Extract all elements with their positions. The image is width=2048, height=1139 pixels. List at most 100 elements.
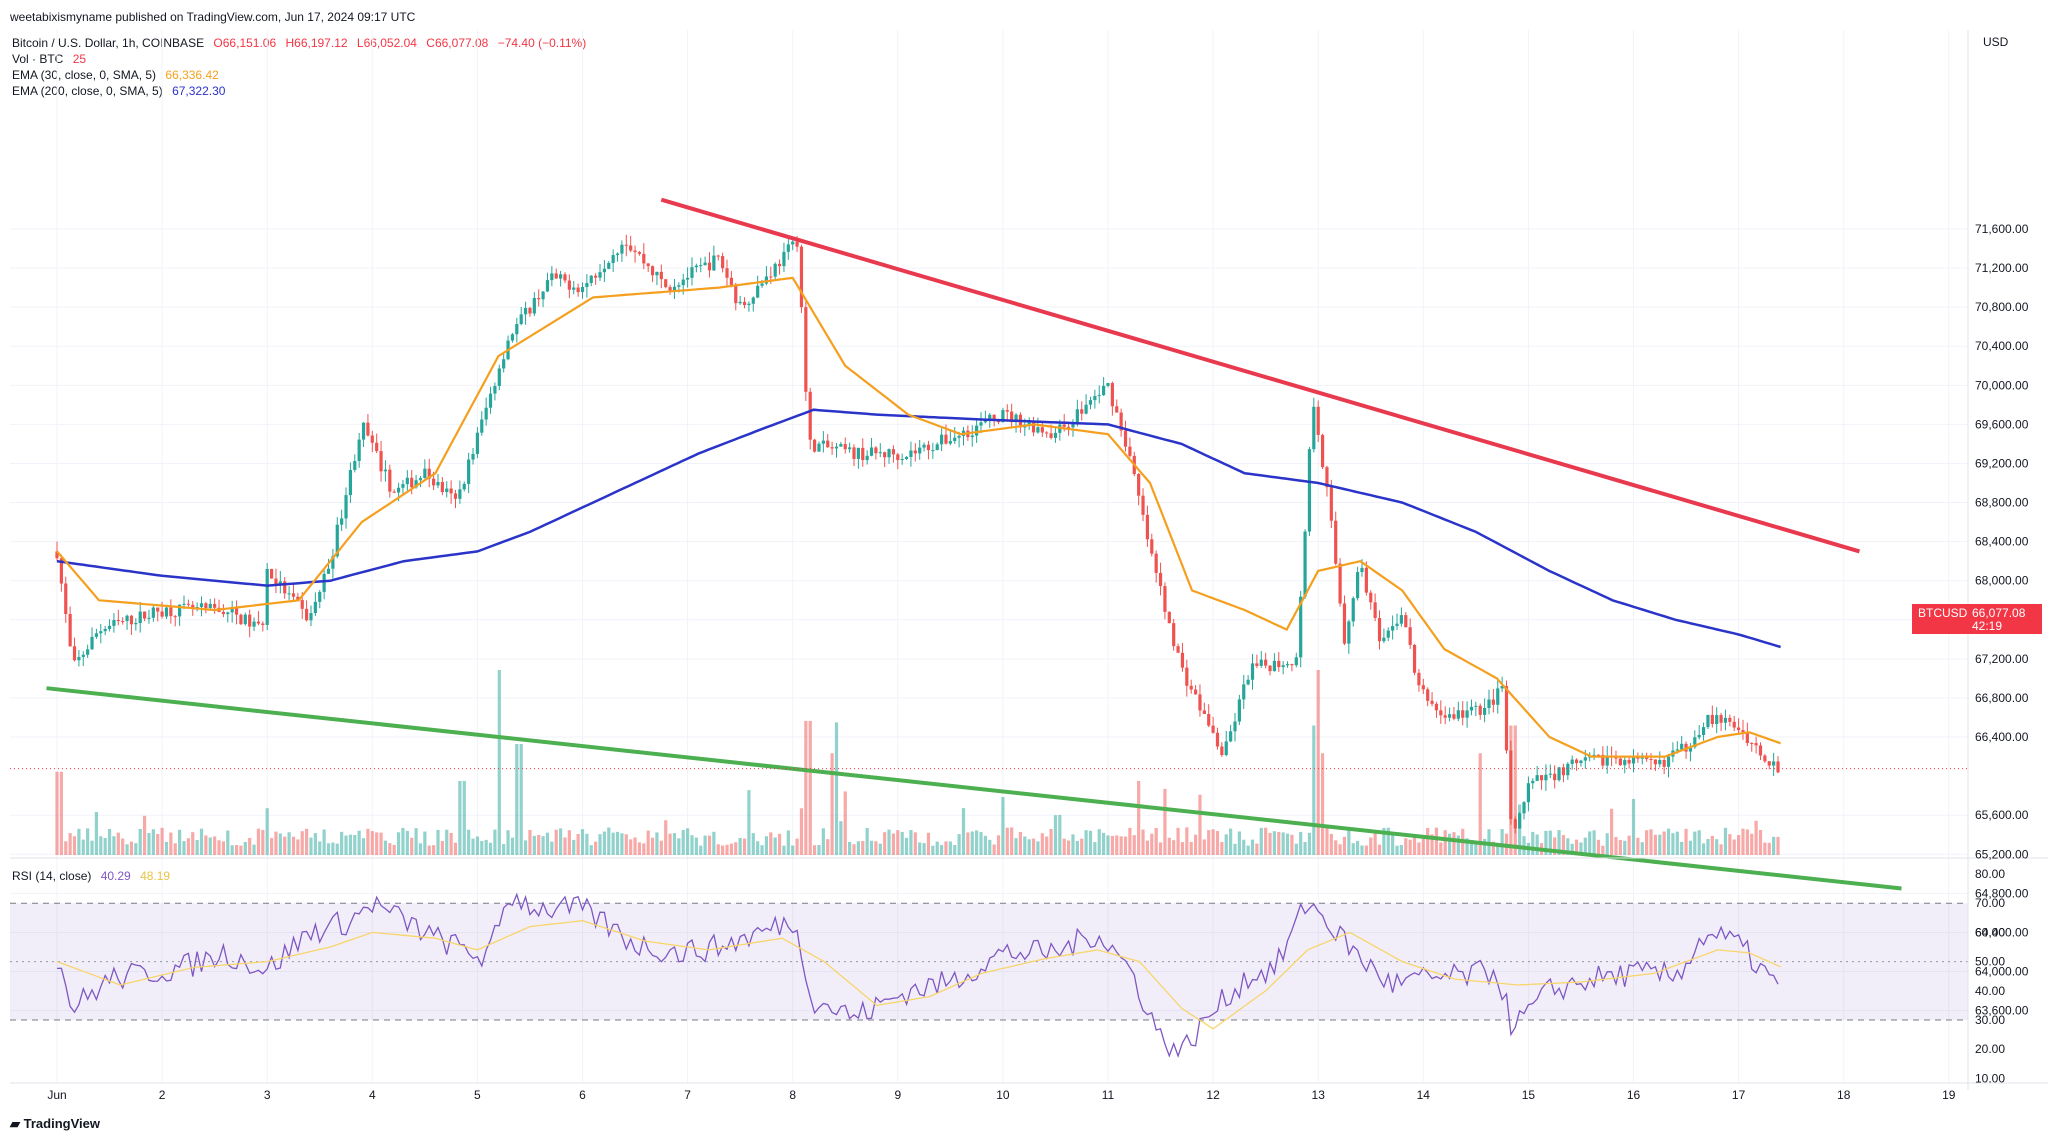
volume-bar — [1636, 837, 1640, 855]
price-tick-label: 64,400.00 — [1975, 925, 2029, 939]
candle-body — [659, 271, 663, 280]
candle-body — [615, 253, 620, 256]
candle-body — [1504, 686, 1509, 751]
volume-bar — [970, 831, 974, 855]
volume-bar — [1531, 831, 1535, 855]
candle-body — [1180, 652, 1185, 668]
volume-bar — [721, 845, 725, 855]
candle-body — [865, 455, 869, 461]
volume-bar — [1452, 832, 1456, 855]
ohlc-change: −74.40 (−0.11%) — [497, 36, 587, 50]
candle-body — [1539, 775, 1544, 781]
volume-bar — [1469, 839, 1474, 855]
volume-bar — [453, 842, 458, 855]
volume-bar — [1106, 835, 1110, 855]
support-trendline[interactable] — [46, 686, 1902, 891]
price-tick-label: 68,800.00 — [1975, 496, 2029, 510]
candle-body — [1605, 755, 1609, 766]
candle-body — [1741, 730, 1745, 733]
volume-bar — [707, 835, 712, 855]
candle-body — [799, 246, 804, 308]
candle-body — [414, 480, 418, 488]
ema200-label: EMA (200, close, 0, SMA, 5) — [12, 84, 163, 98]
volume-bar — [861, 841, 865, 855]
volume-bar — [1128, 827, 1132, 855]
candle-body — [1005, 410, 1009, 412]
candle-body — [821, 440, 825, 444]
rsi-legend[interactable]: RSI (14, close) 40.29 48.19 — [12, 869, 176, 883]
candle-body — [1364, 567, 1368, 593]
candle-body — [878, 452, 882, 454]
volume-bar — [799, 808, 804, 855]
volume-bar — [975, 830, 979, 855]
volume-bar — [1334, 840, 1338, 855]
candle-body — [160, 611, 164, 617]
volume-bar — [742, 838, 747, 855]
candle-body — [269, 568, 274, 579]
time-tick-label: 12 — [1206, 1088, 1220, 1102]
volume-bar — [59, 771, 63, 855]
candle-body — [1526, 783, 1530, 803]
candle-body — [296, 596, 300, 601]
volume-bar — [988, 839, 992, 855]
candle-body — [1356, 572, 1360, 599]
candle-body — [423, 468, 427, 479]
candle-body — [243, 614, 247, 625]
volume-bar — [1040, 833, 1044, 855]
volume-legend[interactable]: Vol · BTC 25 — [12, 52, 92, 66]
symbol-title[interactable]: Bitcoin / U.S. Dollar, 1h, COINBASE — [12, 36, 205, 50]
candle-body — [480, 419, 484, 433]
volume-bar — [1618, 839, 1622, 855]
candle-body — [646, 263, 650, 267]
volume-bar — [782, 845, 786, 855]
volume-bar — [607, 827, 611, 855]
volume-bar — [1728, 834, 1732, 855]
volume-bar — [1303, 841, 1307, 855]
volume-bar — [313, 833, 317, 855]
volume-bar — [160, 827, 164, 855]
price-tick-label: 71,600.00 — [1975, 222, 2029, 236]
ema200-legend[interactable]: EMA (200, close, 0, SMA, 5) 67,322.30 — [12, 84, 231, 98]
price-tick-label: 69,600.00 — [1975, 417, 2029, 431]
rsi-tick-label: 10.00 — [1975, 1071, 2005, 1085]
candle-body — [283, 581, 287, 594]
candle-body — [1412, 644, 1417, 673]
volume-bar — [1364, 845, 1368, 855]
candle-body — [1461, 710, 1465, 718]
candle-body — [440, 481, 444, 493]
rsi-label: RSI (14, close) — [12, 869, 92, 883]
candle-body — [436, 481, 440, 486]
candle-body — [585, 283, 589, 288]
candle-body — [1198, 694, 1202, 711]
volume-bar — [896, 830, 900, 855]
candle-body — [353, 461, 357, 470]
volume-bar — [401, 827, 405, 855]
candle-body — [1010, 411, 1014, 423]
last-price-tag: BTCUSD 66,077.08 42:19 — [1912, 604, 2042, 634]
candle-body — [594, 275, 598, 278]
candle-body — [178, 604, 182, 617]
resistance-trendline[interactable] — [660, 197, 1861, 554]
candle-body — [1561, 767, 1566, 776]
volume-bar — [1434, 827, 1439, 855]
candle-body — [699, 265, 703, 267]
tradingview-brand[interactable]: ▰ TradingView — [10, 1116, 100, 1132]
candle-body — [453, 493, 458, 499]
volume-bar — [199, 828, 204, 855]
candle-body — [1329, 487, 1333, 521]
candle-body — [383, 469, 388, 472]
volume-bar — [90, 840, 94, 855]
candle-body — [970, 435, 974, 438]
candle-body — [935, 444, 939, 451]
volume-bar — [1150, 833, 1154, 855]
volume-bar — [1478, 753, 1482, 855]
candle-body — [1421, 685, 1425, 690]
candle-body — [1102, 385, 1106, 396]
ema30-legend[interactable]: EMA (30, close, 0, SMA, 5) 66,336.42 — [12, 68, 225, 82]
candle-body — [1088, 400, 1093, 405]
candle-body — [528, 307, 532, 314]
candle-body — [230, 608, 234, 613]
candle-body — [664, 279, 668, 288]
candle-body — [1150, 539, 1154, 554]
